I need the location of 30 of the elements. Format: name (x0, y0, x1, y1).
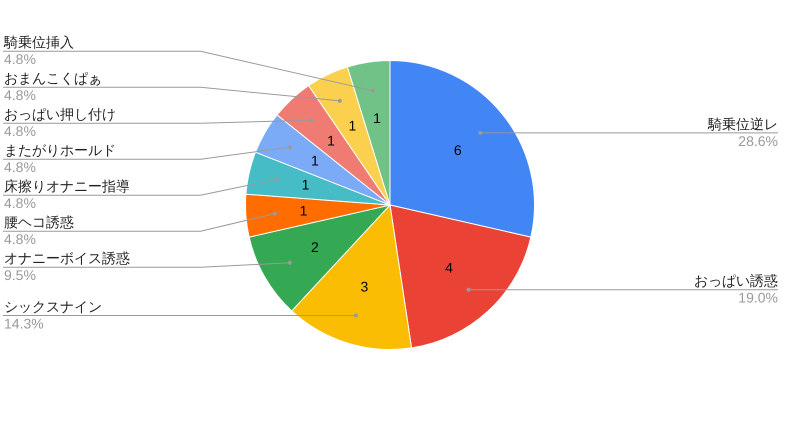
text: 4.8% (4, 195, 36, 212)
slice-label: おっぱい誘惑 (694, 272, 778, 289)
data-label: 1 (311, 152, 320, 169)
text: 4.8% (4, 123, 36, 140)
text: 4.8% (4, 159, 36, 176)
data-label: 1 (373, 110, 382, 126)
slice-label: 腰ヘコ誘惑 (4, 214, 74, 230)
slice-label: 騎乗位挿入 (3, 34, 74, 50)
data-label: 6 (454, 142, 462, 158)
text: 28.6% (738, 132, 778, 149)
data-label: 1 (327, 132, 336, 148)
data-label: 1 (302, 176, 310, 193)
slice-label: 床擦りオナニー指導 (4, 178, 130, 194)
slice-label: シックスナイン (4, 298, 102, 314)
text: 4.8% (4, 51, 36, 68)
text: 19.0% (738, 290, 778, 306)
slice-label: おっぱい押し付け (4, 106, 116, 122)
text: 9.5% (4, 267, 36, 284)
slice-label: おまんこくぱぁ (4, 70, 102, 86)
text: 14.3% (4, 315, 44, 332)
text: 4.8% (4, 231, 36, 248)
data-label: 2 (311, 239, 320, 256)
slice-label: またがりホールド (4, 142, 116, 158)
data-label: 1 (348, 118, 356, 134)
data-label: 3 (360, 278, 369, 295)
slice-label: オナニーボイス誘惑 (4, 250, 130, 266)
data-label: 1 (300, 202, 308, 218)
data-label: 4 (445, 259, 454, 276)
slice-label: 騎乗位逆レ (707, 116, 778, 132)
text: 4.8% (4, 87, 36, 104)
